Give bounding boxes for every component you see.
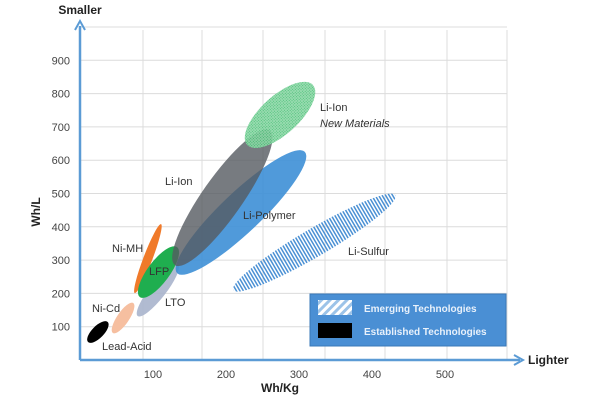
x-axis-title: Wh/Kg bbox=[261, 381, 299, 395]
y-axis-arrow-icon bbox=[74, 18, 86, 31]
region-label-li-ion-new-materials: Li-Ion bbox=[320, 102, 348, 114]
x-arrow-label: Lighter bbox=[528, 353, 569, 367]
axes: Smaller Lighter Wh/Kg Wh/L bbox=[29, 3, 569, 395]
region-ni-mh bbox=[134, 224, 162, 294]
region-label-ni-cd: Ni-Cd bbox=[92, 303, 120, 315]
y-arrow-label: Smaller bbox=[58, 3, 102, 17]
region-lfp bbox=[137, 246, 180, 298]
legend-label-established: Established Technologies bbox=[364, 327, 487, 338]
legend: Emerging Technologies Established Techno… bbox=[309, 293, 507, 347]
region-li-sulfur bbox=[232, 193, 396, 292]
region-label-ni-mh: Ni-MH bbox=[112, 243, 143, 255]
legend-label-emerging: Emerging Technologies bbox=[364, 304, 477, 315]
region-label-lfp: LFP bbox=[149, 266, 169, 278]
region-lead-acid bbox=[87, 321, 109, 343]
y-tick-label: 400 bbox=[52, 222, 70, 234]
region-lto bbox=[136, 264, 179, 317]
region-li-ion bbox=[172, 129, 273, 267]
x-tick-label: 300 bbox=[290, 369, 308, 381]
region-label-lto: LTO bbox=[165, 297, 186, 309]
y-tick-label: 800 bbox=[52, 89, 70, 101]
y-tick-label: 100 bbox=[52, 322, 70, 334]
region-sublabel-li-ion-new-materials: New Materials bbox=[320, 118, 390, 130]
y-tick-label: 700 bbox=[52, 122, 70, 134]
y-tick-label: 600 bbox=[52, 155, 70, 167]
x-axis-arrow-icon bbox=[513, 354, 526, 366]
region-li-ion-new-materials bbox=[244, 81, 316, 149]
tick-labels: 100 200 300 400 500 100 200 300 400 500 600 700 800 9… bbox=[52, 55, 455, 381]
y-tick-label: 200 bbox=[52, 288, 70, 300]
region-label-li-sulfur: Li-Sulfur bbox=[348, 246, 389, 258]
x-tick-label: 100 bbox=[144, 369, 162, 381]
legend-swatch-hatched bbox=[318, 300, 352, 315]
x-tick-label: 500 bbox=[436, 369, 454, 381]
region-label-li-ion: Li-Ion bbox=[165, 176, 193, 188]
region-labels: Lead-Acid Ni-Cd LTO Ni-MH LFP Li-Polymer Li-Io… bbox=[92, 102, 390, 353]
y-tick-label: 900 bbox=[52, 55, 70, 67]
legend-swatch-solid bbox=[318, 323, 352, 338]
y-axis-title: Wh/L bbox=[29, 197, 43, 226]
x-tick-label: 200 bbox=[217, 369, 235, 381]
region-ni-cd bbox=[111, 302, 135, 334]
region-label-lead-acid: Lead-Acid bbox=[102, 341, 152, 353]
y-tick-label: 500 bbox=[52, 189, 70, 201]
y-tick-label: 300 bbox=[52, 255, 70, 267]
region-label-li-polymer: Li-Polymer bbox=[243, 210, 296, 222]
regions bbox=[87, 81, 396, 343]
x-tick-label: 400 bbox=[363, 369, 381, 381]
